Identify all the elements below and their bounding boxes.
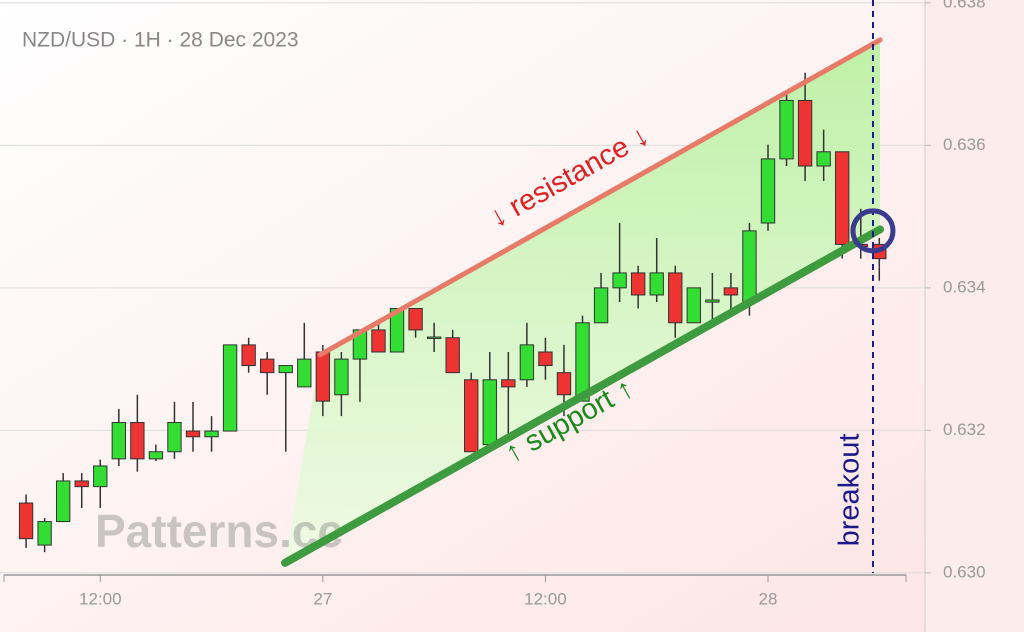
candle-body (167, 422, 182, 453)
trend-line (281, 225, 885, 567)
candle-body (148, 451, 164, 460)
candle-body (55, 480, 71, 523)
y-tick-label: 0.632 (943, 420, 986, 439)
candle-body (297, 358, 312, 388)
candle-body (315, 351, 331, 402)
candle-body (630, 272, 646, 296)
candle-body (426, 336, 442, 340)
candle-body (371, 329, 386, 353)
candle-body (686, 287, 701, 324)
x-tick-label: 27 (313, 589, 332, 608)
channel-fill (285, 39, 881, 563)
candle-body (445, 337, 460, 374)
y-tick-label: 0.636 (943, 135, 986, 154)
candle-body (74, 480, 89, 488)
chart-title: NZD/USD · 1H · 28 Dec 2023 (22, 29, 299, 52)
candle-body (797, 99, 813, 167)
candle-body (835, 151, 850, 245)
candle-body (37, 521, 52, 546)
candle-body (93, 465, 108, 488)
x-tick-label: 12:00 (79, 589, 122, 608)
candle-body (334, 358, 349, 396)
candle-body (260, 358, 275, 374)
candle-body (538, 351, 553, 367)
axis-panel (925, 0, 1024, 632)
candle-body (185, 430, 201, 438)
candle-body (556, 372, 572, 396)
candle-body (779, 99, 794, 160)
candle-body (18, 502, 34, 540)
candle-body (204, 430, 219, 438)
candle-body (668, 272, 683, 324)
y-tick-label: 0.630 (943, 562, 986, 581)
y-tick-label: 0.634 (943, 277, 986, 296)
breakout-label: breakout (834, 434, 866, 547)
candle-body (816, 151, 831, 167)
candle-body (130, 422, 145, 460)
candle-body (760, 158, 776, 224)
y-tick-label: 0.638 (943, 0, 986, 11)
candle-body (593, 287, 609, 324)
candle-body (723, 287, 739, 296)
candle-body (742, 230, 757, 303)
candle-body (241, 344, 256, 367)
x-tick-label: 28 (759, 589, 778, 608)
candle-body (612, 272, 627, 289)
candle-body (501, 379, 516, 388)
candle-body (222, 344, 238, 432)
candle-body (705, 299, 720, 303)
candle-body (408, 308, 423, 331)
candle-body (464, 379, 479, 453)
candle-body (519, 344, 535, 381)
candle-body (111, 422, 126, 460)
candle-body (482, 379, 497, 446)
candle-body (575, 322, 590, 402)
trend-line (317, 37, 883, 358)
candle-body (389, 308, 405, 353)
candle-body (649, 272, 664, 296)
watermark: Patterns.cc (95, 505, 343, 557)
candle-body (278, 365, 293, 374)
breakout-marker (850, 208, 896, 254)
x-tick-label: 12:00 (524, 589, 567, 608)
